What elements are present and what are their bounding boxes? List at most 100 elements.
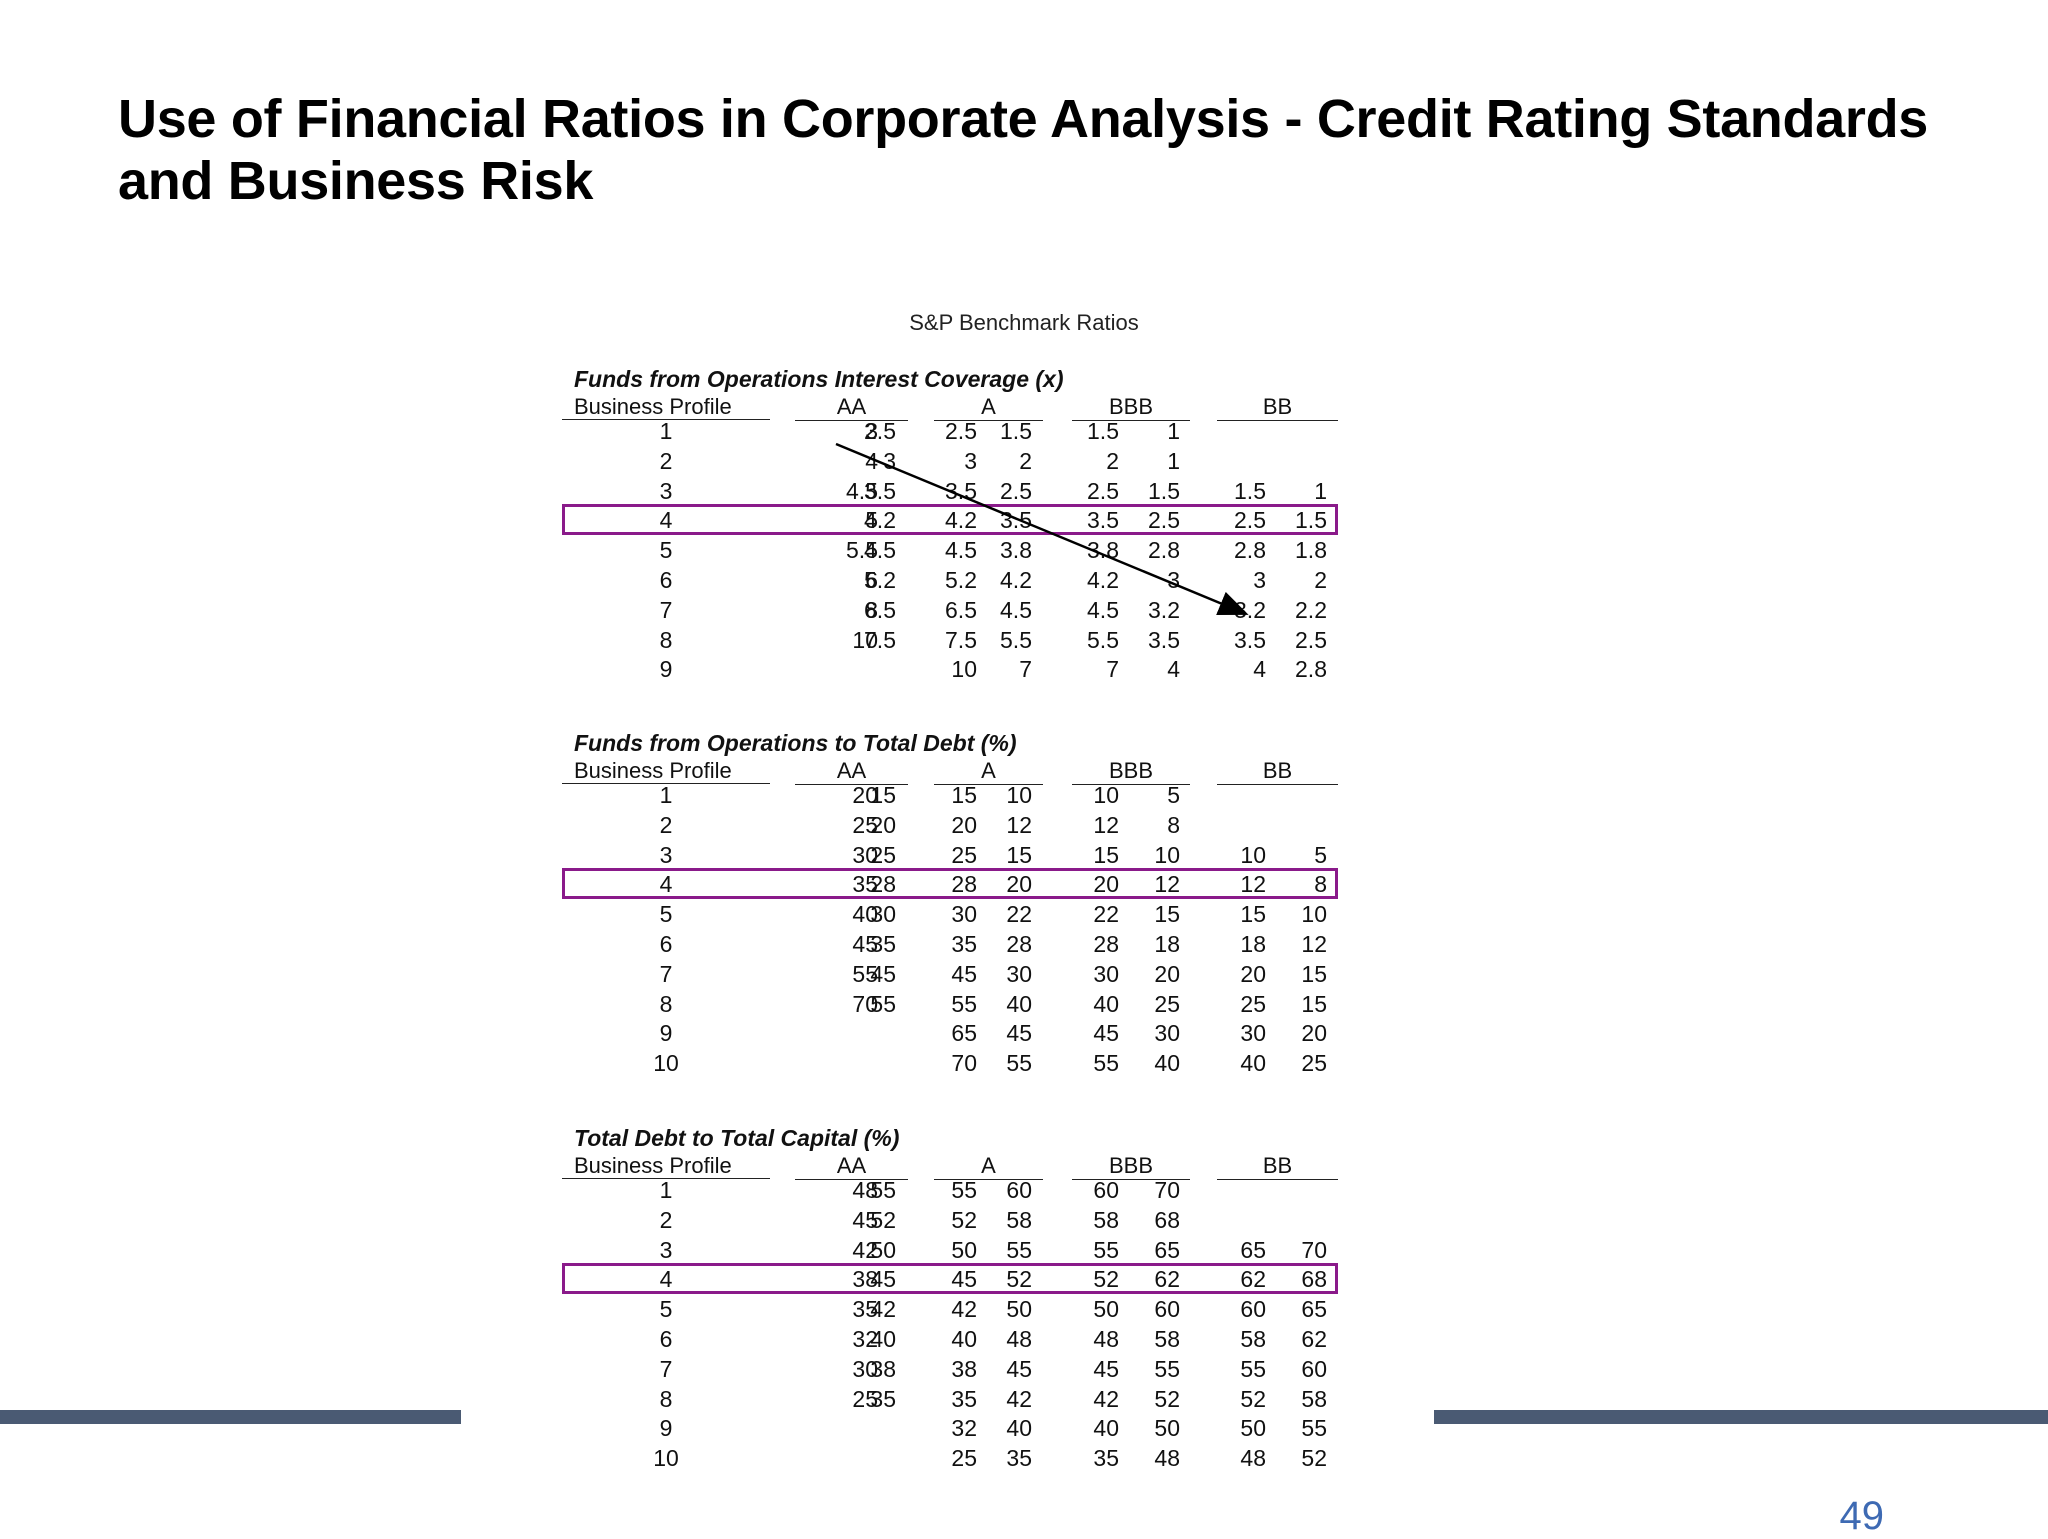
rating-header-a: A — [934, 758, 1043, 785]
value-cell: 62 — [1240, 1266, 1266, 1293]
value-cell: 2.5 — [1234, 507, 1266, 534]
value-cell: 58 — [1006, 1206, 1032, 1233]
value-cell: 65 — [1154, 1236, 1180, 1263]
table-row: 8 25 35 35 42 42 52 52 58 — [0, 1384, 2048, 1414]
value-cell: 20 — [1301, 1020, 1327, 1047]
value-cell: 55 — [870, 990, 896, 1017]
value-cell: 25 — [1240, 990, 1266, 1017]
value-cell: 62 — [1301, 1326, 1327, 1352]
value-cell: 5.2 — [864, 567, 896, 593]
value-cell: 45 — [1006, 1355, 1032, 1382]
value-cell: 38 — [951, 1355, 977, 1382]
profile-cell: 2 — [659, 811, 673, 838]
value-cell: 48 — [1240, 1445, 1266, 1472]
profile-cell: 3 — [659, 477, 673, 504]
value-cell: 2.8 — [1295, 656, 1327, 683]
value-cell: 70 — [852, 990, 878, 1017]
value-cell: 70 — [1301, 1236, 1327, 1263]
value-cell: 28 — [951, 871, 977, 898]
section-title: Funds from Operations Interest Coverage … — [574, 366, 1064, 392]
value-cell: 45 — [852, 1206, 878, 1233]
business-profile-header: Business Profile — [562, 1153, 770, 1179]
value-cell: 2 — [1106, 447, 1119, 474]
value-cell: 3.2 — [1148, 596, 1180, 623]
value-cell: 3.5 — [1148, 626, 1180, 653]
value-cell: 6.5 — [945, 596, 977, 623]
value-cell: 1.5 — [1087, 418, 1119, 444]
value-cell: 7.5 — [945, 626, 977, 653]
value-cell: 15 — [951, 782, 977, 808]
value-cell: 3.5 — [864, 477, 896, 504]
value-cell: 15 — [1240, 901, 1266, 928]
profile-cell: 6 — [659, 931, 673, 957]
value-cell: 10 — [1240, 841, 1266, 868]
value-cell: 70 — [1154, 1177, 1180, 1203]
rating-header-bb: BB — [1217, 394, 1338, 421]
value-cell: 2 — [1019, 447, 1032, 474]
value-cell: 38 — [852, 1266, 878, 1293]
value-cell: 1 — [1314, 477, 1327, 504]
section-title: Total Debt to Total Capital (%) — [574, 1125, 900, 1151]
value-cell: 10 — [1006, 782, 1032, 808]
value-cell: 1 — [1167, 447, 1180, 474]
value-cell: 3 — [1167, 567, 1180, 593]
value-cell: 2.5 — [1148, 507, 1180, 534]
value-cell: 18 — [1240, 931, 1266, 957]
table-row: 2 45 52 52 58 58 68 — [0, 1205, 2048, 1235]
value-cell: 40 — [1006, 1415, 1032, 1442]
value-cell: 2.5 — [1087, 477, 1119, 504]
value-cell: 60 — [1006, 1177, 1032, 1203]
value-cell: 20 — [870, 811, 896, 838]
value-cell: 45 — [870, 960, 896, 987]
value-cell: 48 — [1093, 1326, 1119, 1352]
profile-cell: 9 — [659, 656, 673, 683]
profile-cell: 7 — [659, 1355, 673, 1382]
value-cell: 60 — [1093, 1177, 1119, 1203]
value-cell: 48 — [1154, 1445, 1180, 1472]
value-cell: 5.2 — [945, 567, 977, 593]
value-cell: 55 — [1301, 1415, 1327, 1442]
table-row: 7 8 6.5 6.5 4.5 4.5 3.2 3.2 2.2 — [0, 595, 2048, 625]
value-cell: 3.5 — [1087, 507, 1119, 534]
value-cell: 68 — [1301, 1266, 1327, 1293]
value-cell: 10 — [951, 656, 977, 683]
value-cell: 12 — [1093, 811, 1119, 838]
value-cell: 35 — [870, 1385, 896, 1412]
profile-cell: 1 — [659, 782, 673, 808]
business-profile-header: Business Profile — [562, 394, 770, 420]
value-cell: 20 — [1240, 960, 1266, 987]
table-row: 6 32 40 40 48 48 58 58 62 — [0, 1324, 2048, 1354]
value-cell: 6.5 — [864, 596, 896, 623]
table-row: 3 42 50 50 55 55 65 65 70 — [0, 1235, 2048, 1265]
value-cell: 15 — [1301, 990, 1327, 1017]
value-cell: 1.8 — [1295, 537, 1327, 564]
value-cell: 30 — [852, 1355, 878, 1382]
highlight-box — [562, 1263, 1338, 1295]
value-cell: 48 — [1006, 1326, 1032, 1352]
value-cell: 52 — [1006, 1266, 1032, 1293]
value-cell: 15 — [1301, 960, 1327, 987]
value-cell: 52 — [870, 1206, 896, 1233]
value-cell: 4 — [1253, 656, 1266, 683]
value-cell: 8 — [1314, 871, 1327, 898]
value-cell: 58 — [1093, 1206, 1119, 1233]
value-cell: 42 — [870, 1296, 896, 1323]
value-cell: 3 — [1253, 567, 1266, 593]
value-cell: 30 — [1006, 960, 1032, 987]
profile-cell: 3 — [659, 1236, 673, 1263]
value-cell: 30 — [852, 841, 878, 868]
value-cell: 32 — [951, 1415, 977, 1442]
value-cell: 7.5 — [864, 626, 896, 653]
value-cell: 30 — [870, 901, 896, 928]
value-cell: 50 — [1154, 1415, 1180, 1442]
value-cell: 10 — [1093, 782, 1119, 808]
value-cell: 25 — [852, 811, 878, 838]
table-row: 4 35 28 28 20 20 12 12 8 — [0, 869, 2048, 899]
value-cell: 45 — [1093, 1355, 1119, 1382]
table-row: 4 38 45 45 52 52 62 62 68 — [0, 1264, 2048, 1294]
value-cell: 45 — [1006, 1020, 1032, 1047]
profile-cell: 5 — [659, 537, 673, 564]
table-row: 7 55 45 45 30 30 20 20 15 — [0, 959, 2048, 989]
value-cell: 55 — [1093, 1236, 1119, 1263]
